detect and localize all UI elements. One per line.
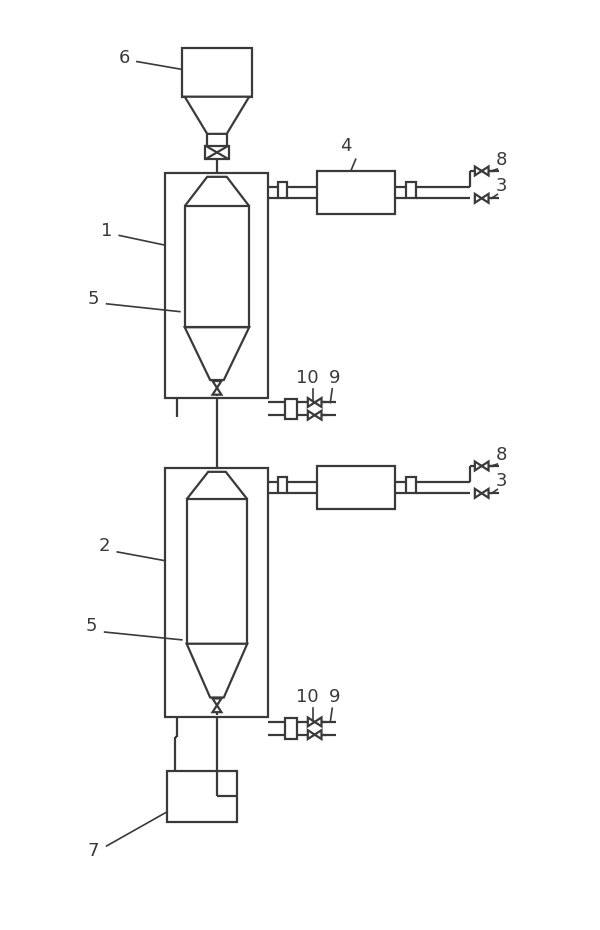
Bar [165,173,268,398]
Text: 5: 5 [85,618,97,635]
Bar [278,181,287,198]
Polygon shape [212,705,221,712]
Polygon shape [308,411,314,419]
Polygon shape [314,398,322,407]
Polygon shape [185,97,249,134]
Text: 3: 3 [496,177,507,194]
Polygon shape [212,698,221,705]
Polygon shape [212,381,221,388]
Polygon shape [308,717,314,726]
Bar [165,468,268,717]
Bar [278,477,287,493]
Text: 7: 7 [87,842,98,860]
Text: 10: 10 [296,688,318,707]
Bar [205,146,229,159]
Polygon shape [314,717,322,726]
Text: 5: 5 [87,290,98,308]
Polygon shape [475,461,482,471]
Text: 3: 3 [496,472,507,489]
Polygon shape [314,411,322,419]
Text: 8: 8 [496,151,507,169]
Polygon shape [308,398,314,407]
Text: 10: 10 [296,369,318,387]
Text: 1: 1 [101,221,112,240]
Polygon shape [185,327,249,380]
Polygon shape [212,388,221,394]
Text: 6: 6 [118,48,130,67]
Bar [317,466,395,509]
Polygon shape [314,730,322,739]
Bar [167,771,238,821]
Bar [185,206,249,327]
Polygon shape [482,461,488,471]
Bar [286,718,297,738]
Text: 9: 9 [328,369,340,387]
Polygon shape [482,489,488,498]
Polygon shape [482,193,488,203]
Polygon shape [308,730,314,739]
Bar [406,181,416,198]
Polygon shape [475,489,482,498]
Bar [317,171,395,214]
Bar [286,399,297,419]
Bar [182,47,252,97]
Polygon shape [475,193,482,203]
Bar [406,477,416,493]
Text: 9: 9 [328,688,340,707]
Text: 4: 4 [340,138,352,155]
Bar [187,499,247,644]
Polygon shape [187,472,247,499]
Polygon shape [482,166,488,176]
Polygon shape [187,644,247,698]
Polygon shape [185,177,249,206]
Polygon shape [475,166,482,176]
Text: 8: 8 [496,446,507,464]
Text: 2: 2 [99,538,110,555]
